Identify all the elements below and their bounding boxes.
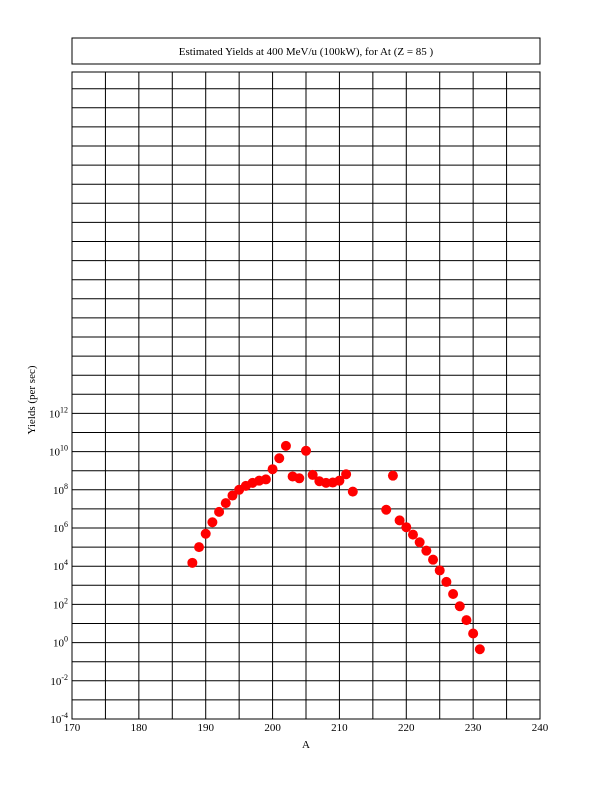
data-point: [267, 464, 278, 475]
x-tick-label: 170: [64, 722, 81, 734]
data-point: [341, 469, 352, 480]
data-point: [274, 453, 285, 464]
data-point: [401, 522, 412, 533]
y-tick-label: 108: [53, 482, 68, 497]
data-point: [307, 469, 318, 480]
chart-title: Estimated Yields at 400 MeV/u (100kW), f…: [179, 46, 434, 58]
x-tick-label: 210: [331, 722, 348, 734]
y-tick-label: 106: [53, 520, 68, 535]
data-point: [434, 565, 445, 576]
data-point: [407, 529, 418, 540]
grid-lines: [72, 72, 540, 719]
y-tick-label: 10-4: [50, 711, 68, 726]
data-point: [200, 528, 211, 539]
data-point: [214, 506, 225, 517]
y-tick-label: 1010: [49, 444, 68, 459]
y-axis-label: Yields (per sec): [26, 365, 38, 434]
y-tick-label: 1012: [49, 405, 68, 420]
data-point: [421, 545, 432, 556]
y-tick-label: 102: [53, 596, 68, 611]
data-point: [207, 517, 218, 528]
data-point: [227, 490, 238, 501]
x-axis-label: A: [302, 739, 310, 751]
data-point: [414, 537, 425, 548]
x-tick-label: 180: [131, 722, 148, 734]
data-point: [474, 644, 485, 655]
y-tick-labels: 10-4 10-2 100 102 104 106 108 1010 1012: [49, 405, 68, 726]
x-tick-label: 200: [264, 722, 281, 734]
x-tick-label: 230: [465, 722, 482, 734]
x-tick-label: 190: [197, 722, 214, 734]
data-point: [194, 542, 205, 553]
x-tick-labels: 170 180 190 200 210 220 230 240: [64, 722, 549, 734]
data-point: [428, 554, 439, 565]
y-tick-label: 100: [53, 635, 68, 650]
data-point: [347, 486, 358, 497]
title-box: [71, 37, 541, 65]
data-point: [387, 470, 398, 481]
data-point: [441, 576, 452, 587]
data-point: [294, 473, 305, 484]
data-point: [454, 601, 465, 612]
data-point: [220, 498, 231, 509]
data-point: [334, 475, 345, 486]
y-tick-label: 104: [53, 558, 68, 573]
y-tick-label: 10-2: [50, 673, 68, 688]
x-tick-label: 220: [398, 722, 415, 734]
data-point: [187, 557, 198, 568]
data-point: [301, 445, 311, 456]
data-point: [394, 515, 405, 526]
data-point: [468, 628, 479, 639]
data-point: [381, 504, 392, 515]
data-point: [461, 615, 472, 626]
data-point: [448, 589, 459, 600]
data-point: [280, 440, 291, 451]
data-point: [260, 474, 271, 485]
data-points: [187, 440, 485, 655]
x-tick-label: 240: [532, 722, 549, 734]
